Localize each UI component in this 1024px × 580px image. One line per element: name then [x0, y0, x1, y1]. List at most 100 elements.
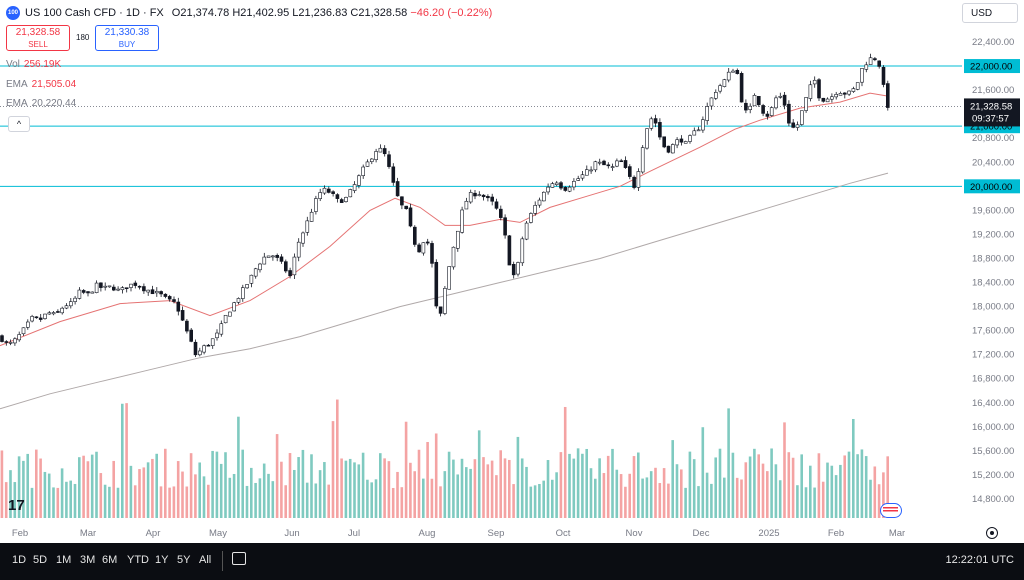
ema-slow-line[interactable]: [0, 172, 889, 410]
candle-body: [185, 320, 189, 332]
sell-button[interactable]: 21,328.58 SELL: [6, 25, 70, 51]
candle-body: [172, 299, 176, 302]
volume-bar: [35, 449, 38, 518]
currency-selector[interactable]: USD: [962, 3, 1018, 23]
candle-body: [731, 70, 735, 73]
candle-body: [778, 95, 783, 98]
candle-body: [223, 314, 228, 324]
symbol-title[interactable]: US 100 Cash CFD · 1D · FX: [25, 7, 164, 19]
ohlc-readout: O21,374.78 H21,402.95 L21,236.83 C21,328…: [171, 7, 493, 19]
timeframe-1y[interactable]: 1Y: [155, 554, 169, 566]
utc-clock[interactable]: 12:22:01 UTC: [945, 554, 1014, 566]
candle-body: [825, 98, 830, 103]
candle-body: [215, 332, 219, 339]
ema-fast-line[interactable]: [0, 92, 889, 347]
high-value: 21,402.95: [240, 7, 290, 19]
timeframe-ytd[interactable]: YTD: [127, 554, 149, 566]
volume-bar: [318, 470, 322, 518]
timeframe-3m[interactable]: 3M: [80, 554, 96, 566]
volume-bar: [684, 487, 687, 518]
candle-body: [636, 171, 641, 188]
collapse-legend-button[interactable]: ^: [8, 116, 30, 132]
candle-body: [490, 196, 495, 202]
ema-fast-legend[interactable]: EMA 21,505.04: [6, 79, 76, 90]
volume-bar: [753, 448, 756, 518]
volume-bar: [718, 448, 722, 518]
timeframe-1m[interactable]: 1M: [56, 554, 72, 566]
buy-button[interactable]: 21,330.38 BUY: [95, 25, 159, 51]
volume-bar: [520, 458, 524, 518]
candle-body: [232, 302, 236, 312]
timeframe-6m[interactable]: 6M: [102, 554, 118, 566]
volume-bar: [710, 483, 713, 518]
volume-bar: [237, 416, 240, 518]
candle-body: [361, 166, 366, 176]
volume-bar: [60, 468, 64, 518]
timeframe-all[interactable]: All: [199, 554, 212, 566]
candle-body: [13, 338, 17, 344]
candle-body: [623, 160, 628, 168]
volume-legend[interactable]: Vol 256.19K: [6, 59, 61, 70]
candle-body: [142, 286, 146, 292]
volume-bar: [336, 399, 339, 518]
candle-body: [163, 293, 168, 297]
calendar-goto-icon[interactable]: [232, 552, 246, 565]
volume-bar: [533, 485, 537, 518]
volume-bar: [275, 434, 279, 518]
candle-body: [572, 180, 576, 188]
candle-body: [718, 85, 722, 92]
volume-bar: [697, 486, 700, 518]
timeframe-5y[interactable]: 5Y: [177, 554, 191, 566]
candle-body: [17, 334, 22, 341]
candle-body: [761, 105, 765, 114]
settings-gear-icon[interactable]: [986, 527, 998, 539]
volume-bar: [146, 462, 150, 518]
candle-body: [236, 298, 241, 303]
volume-bar: [821, 481, 825, 518]
volume-bar: [374, 479, 378, 518]
low-value: 21,236.83: [298, 7, 348, 19]
volume-bar: [606, 455, 610, 518]
volume-bar: [692, 459, 696, 518]
timeframe-5d[interactable]: 5D: [33, 554, 48, 566]
vol-label: Vol: [6, 59, 20, 70]
candle-body: [705, 106, 710, 121]
volume-bar: [211, 450, 214, 518]
volume-bar: [624, 486, 627, 518]
level-price-label: 21,000.00: [970, 122, 1012, 133]
x-tick-label: Jul: [348, 528, 360, 539]
candle-body: [94, 282, 99, 293]
volume-bar: [271, 481, 275, 518]
candle-body: [550, 183, 555, 188]
volume-bar: [735, 477, 739, 518]
ema-slow-legend[interactable]: EMA 20,220.44: [6, 98, 76, 109]
x-tick-label: Dec: [693, 528, 710, 539]
candle-body: [597, 161, 602, 164]
candle-body: [51, 312, 56, 315]
last-price-label: 21,328.58: [970, 101, 1012, 112]
chart-header: 100 US 100 Cash CFD · 1D · FX O21,374.78…: [6, 5, 492, 21]
volume-bar: [482, 457, 485, 518]
volume-bar: [705, 472, 709, 518]
candle-body: [228, 311, 232, 317]
volume-bar: [198, 462, 201, 518]
volume-bar: [563, 406, 567, 518]
candle-body: [391, 166, 396, 183]
candle-body: [563, 187, 568, 191]
candle-body: [318, 192, 323, 199]
volume-bar: [495, 475, 498, 518]
timeframe-1d[interactable]: 1D: [12, 554, 27, 566]
volume-bar: [65, 481, 68, 518]
candle-body: [296, 241, 301, 258]
volume-bar: [473, 459, 477, 518]
volume-bar: [159, 486, 163, 518]
open-value: 21,374.78: [180, 7, 230, 19]
us-flag-icon[interactable]: [880, 503, 902, 518]
volume-bar: [688, 451, 692, 518]
volume-bar: [430, 478, 434, 518]
volume-bar: [297, 457, 300, 518]
candle-body: [38, 317, 43, 320]
candle-body: [748, 105, 753, 110]
